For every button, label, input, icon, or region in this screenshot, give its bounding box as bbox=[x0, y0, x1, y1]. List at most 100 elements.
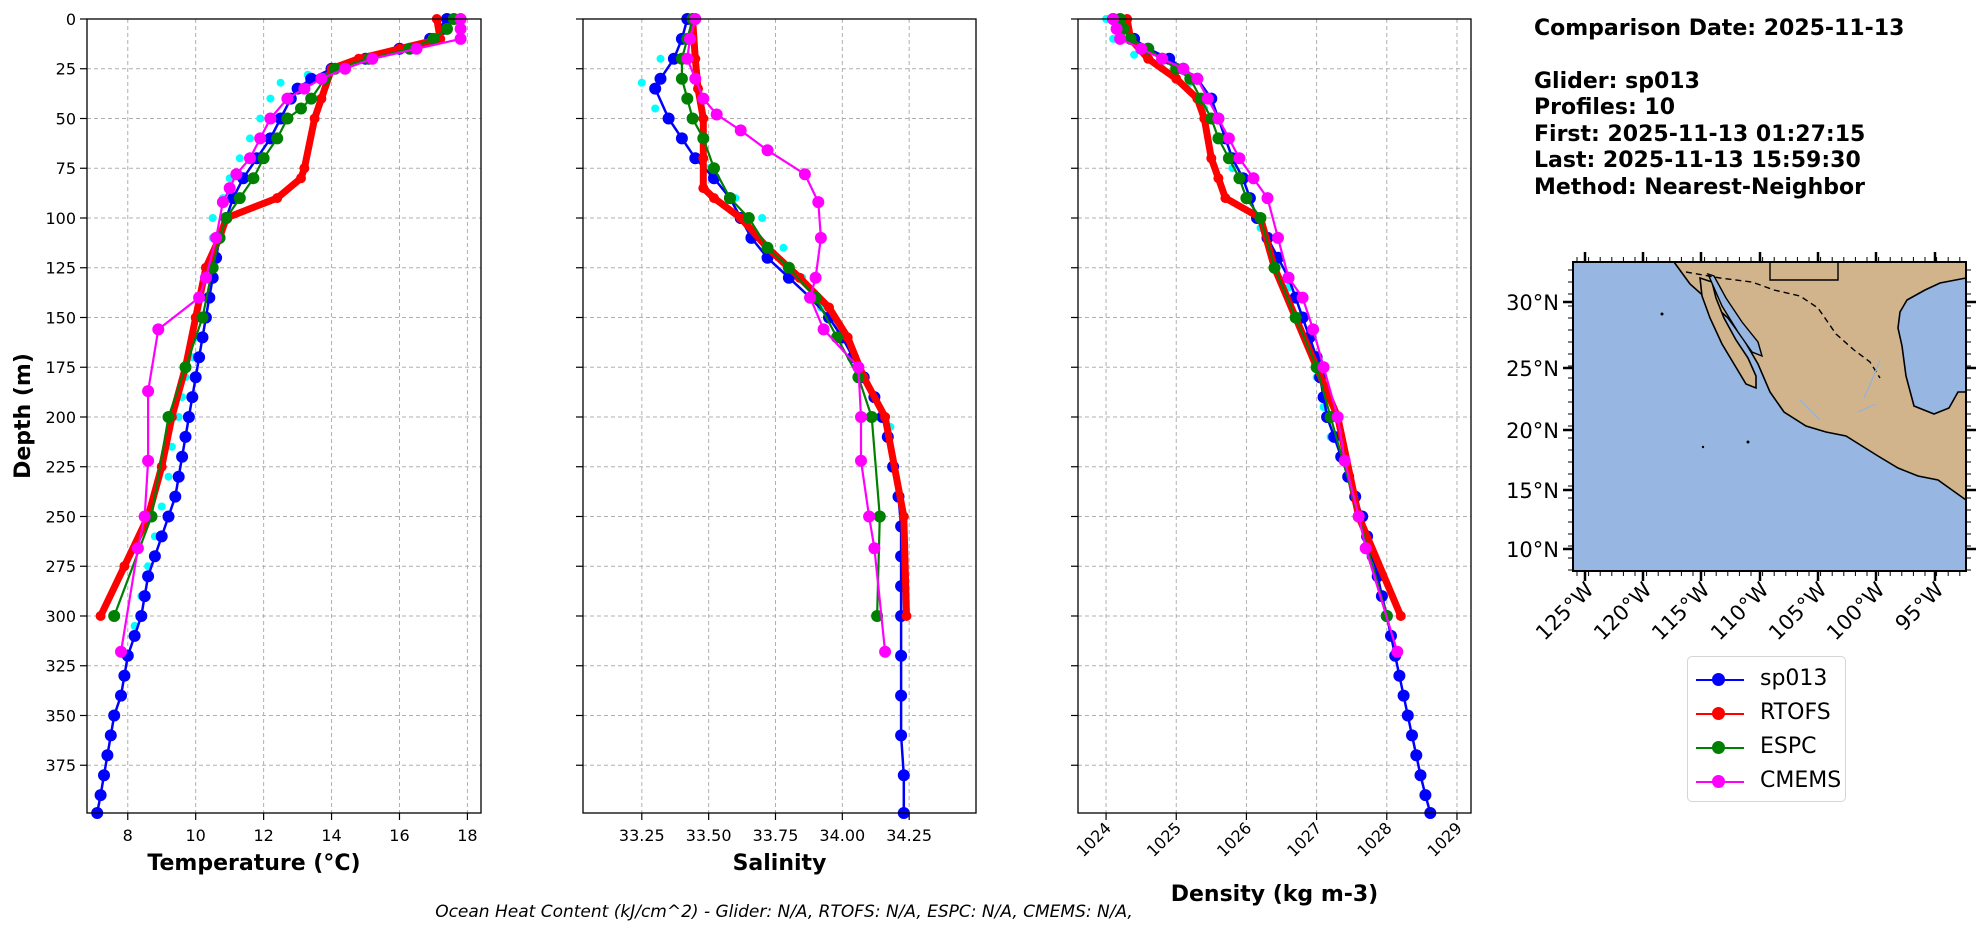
x-axis-label: Density (kg m-3) bbox=[1171, 882, 1379, 907]
data-point bbox=[651, 104, 660, 113]
data-point bbox=[148, 550, 161, 563]
data-point bbox=[681, 52, 694, 65]
data-point bbox=[863, 510, 876, 523]
data-point bbox=[135, 610, 148, 622]
y-tick-label: 200 bbox=[45, 408, 76, 427]
data-point bbox=[138, 510, 151, 523]
data-point bbox=[1268, 261, 1281, 274]
data-point bbox=[174, 413, 183, 421]
data-point bbox=[831, 331, 843, 344]
legend-label: RTOFS bbox=[1760, 700, 1831, 725]
first-time: First: 2025-11-13 01:27:15 bbox=[1534, 121, 1866, 147]
data-point bbox=[1114, 32, 1127, 45]
data-point bbox=[1289, 311, 1302, 324]
legend-marker bbox=[1712, 775, 1725, 788]
data-point bbox=[115, 645, 127, 658]
data-point bbox=[1307, 323, 1320, 336]
data-point bbox=[131, 542, 144, 555]
data-point bbox=[683, 32, 696, 45]
data-point bbox=[296, 173, 306, 184]
data-point bbox=[1110, 22, 1123, 35]
data-point bbox=[254, 132, 267, 145]
legend-item-sp013: sp013 bbox=[1696, 664, 1841, 694]
temperature-panel: 0 25 50 75 100 125 150 175 200 225 250 275 300 325 350… bbox=[11, 10, 482, 876]
data-point bbox=[681, 92, 694, 105]
data-point bbox=[230, 168, 243, 181]
data-point bbox=[315, 72, 328, 85]
data-point bbox=[1212, 132, 1225, 145]
data-point bbox=[108, 610, 121, 622]
data-point bbox=[299, 163, 310, 174]
series-glider-individual-profiles bbox=[130, 15, 458, 630]
rivers bbox=[1799, 359, 1881, 421]
x-axis-label: Temperature (°C) bbox=[147, 851, 360, 876]
data-point bbox=[895, 729, 908, 742]
data-point bbox=[880, 412, 891, 422]
data-point bbox=[176, 450, 189, 463]
island bbox=[1746, 440, 1750, 444]
lat-label: 20°N bbox=[1506, 419, 1559, 443]
data-point bbox=[1222, 132, 1235, 145]
data-point bbox=[208, 214, 217, 222]
data-point bbox=[709, 193, 719, 204]
data-point bbox=[855, 454, 867, 467]
data-point bbox=[1272, 231, 1284, 244]
data-point bbox=[1282, 271, 1295, 284]
series-sp013 bbox=[91, 13, 453, 819]
data-point bbox=[649, 82, 662, 95]
data-point bbox=[309, 113, 320, 124]
data-point bbox=[675, 72, 688, 85]
data-point bbox=[196, 331, 209, 344]
island bbox=[1701, 445, 1705, 449]
data-point bbox=[281, 112, 294, 125]
map-land bbox=[1672, 261, 1967, 502]
data-point bbox=[366, 52, 379, 65]
data-point bbox=[182, 411, 195, 423]
data-point bbox=[162, 510, 175, 523]
legend-item-rtofs: RTOFS bbox=[1696, 698, 1841, 728]
data-point bbox=[216, 196, 229, 209]
data-point bbox=[98, 769, 110, 782]
data-point bbox=[697, 132, 710, 145]
data-point bbox=[95, 611, 106, 621]
data-point bbox=[233, 192, 246, 205]
data-point bbox=[305, 92, 318, 105]
series-cmems bbox=[681, 13, 892, 658]
data-point bbox=[879, 645, 892, 658]
x-tick-label: 18 bbox=[457, 826, 477, 845]
island bbox=[1660, 312, 1664, 316]
lat-label: 15°N bbox=[1506, 479, 1559, 503]
data-point bbox=[865, 411, 878, 423]
data-point bbox=[842, 332, 853, 343]
y-tick-label: 75 bbox=[56, 159, 76, 178]
y-tick-label: 0 bbox=[66, 10, 76, 29]
data-point bbox=[247, 172, 260, 185]
data-point bbox=[179, 430, 192, 443]
data-point bbox=[804, 291, 817, 304]
data-point bbox=[1191, 72, 1204, 85]
data-point bbox=[246, 134, 254, 143]
data-point bbox=[710, 108, 723, 121]
data-point bbox=[698, 153, 709, 164]
data-point bbox=[824, 302, 834, 313]
map-frame bbox=[1572, 261, 1967, 572]
y-tick-label: 100 bbox=[45, 209, 76, 228]
series-glider-individual-profiles bbox=[1102, 15, 1335, 441]
data-point bbox=[164, 472, 173, 481]
x-tick-label: 1028 bbox=[1353, 818, 1395, 860]
data-point bbox=[855, 411, 867, 423]
data-point bbox=[1130, 50, 1139, 59]
series-cmems bbox=[115, 13, 467, 658]
data-point bbox=[852, 361, 865, 374]
data-point bbox=[898, 511, 909, 522]
legend-label: ESPC bbox=[1760, 734, 1817, 759]
x-tick-label: 1025 bbox=[1143, 818, 1185, 860]
data-point bbox=[1220, 193, 1231, 204]
glider-id: Glider: sp013 bbox=[1534, 68, 1700, 94]
data-point bbox=[761, 144, 774, 157]
x-tick-label: 34.00 bbox=[819, 826, 865, 845]
data-point bbox=[654, 72, 667, 85]
state-lines bbox=[1769, 262, 1839, 281]
y-tick-label: 375 bbox=[45, 756, 76, 775]
data-point bbox=[1414, 769, 1427, 782]
